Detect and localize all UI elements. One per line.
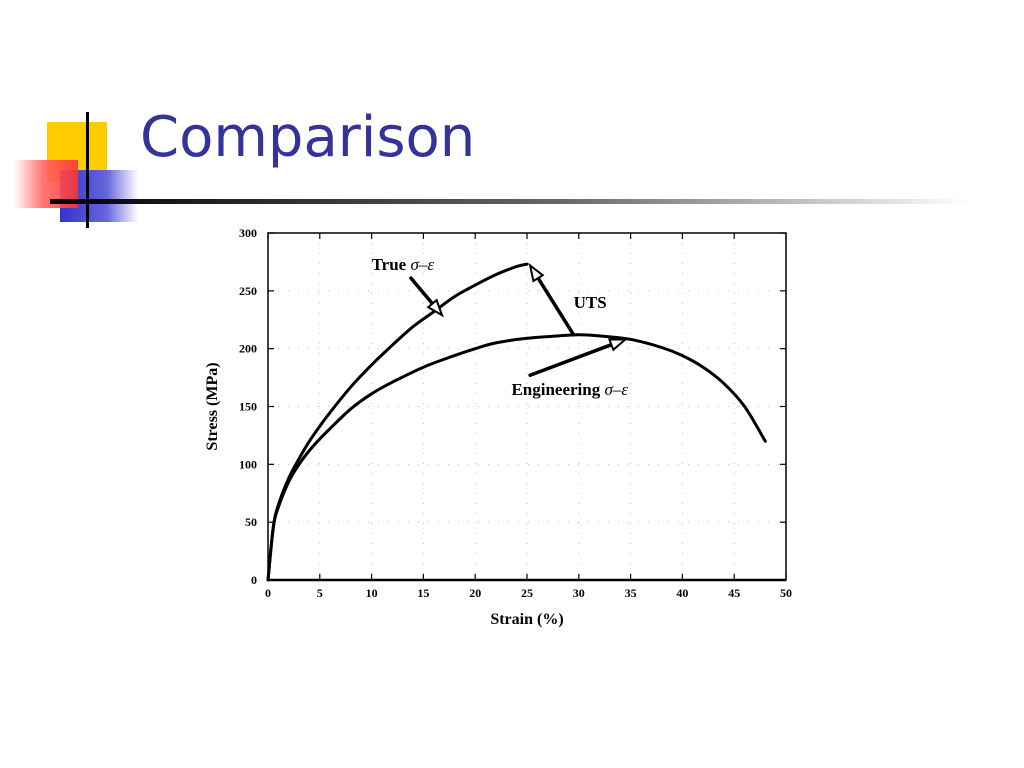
engineering-stress-strain-curve	[266, 333, 767, 582]
x-axis-title: Strain (%)	[490, 611, 563, 628]
annotation-text-eng: Engineering	[511, 380, 604, 399]
y-axis-title: Stress (MPa)	[204, 362, 221, 450]
x-tick-label: 20	[469, 586, 481, 600]
x-tick-label: 30	[573, 586, 585, 600]
y-tick-label: 250	[239, 284, 257, 298]
annotation-symbol-true: σ–ε	[410, 255, 434, 274]
x-tick-label: 45	[728, 586, 740, 600]
annotation-label-uts: UTS	[574, 293, 607, 312]
annotation-text-true: True	[372, 255, 411, 274]
annotation-arrow-head-true	[426, 298, 444, 318]
y-tick-label: 0	[251, 573, 257, 587]
x-tick-label: 50	[780, 586, 792, 600]
y-tick-label: 150	[239, 400, 257, 414]
annotation-label-eng: Engineering σ–ε	[511, 380, 628, 399]
annotation-symbol-eng: σ–ε	[605, 380, 629, 399]
y-tick-label: 50	[245, 515, 257, 529]
annotation-arrow-head-uts	[528, 262, 545, 283]
annotation-text-uts: UTS	[574, 293, 607, 312]
y-tick-label: 100	[239, 457, 257, 471]
y-tick-label: 300	[239, 226, 257, 240]
annotation-arrow-shaft-eng	[528, 342, 614, 378]
true-stress-strain-curve	[266, 262, 529, 582]
annotation-arrow-shaft-uts	[536, 276, 576, 337]
annotation-arrow-head-eng	[607, 338, 629, 352]
annotation-arrow-shaft-true	[409, 276, 435, 306]
x-tick-label: 5	[317, 586, 323, 600]
x-tick-label: 35	[625, 586, 637, 600]
annotation-label-true: True σ–ε	[372, 255, 435, 274]
x-tick-label: 10	[366, 586, 378, 600]
slide-title: Comparison	[140, 105, 476, 170]
x-tick-label: 0	[265, 586, 271, 600]
x-tick-label: 25	[521, 586, 533, 600]
x-tick-label: 40	[676, 586, 688, 600]
y-tick-label: 200	[239, 342, 257, 356]
x-tick-label: 15	[417, 586, 429, 600]
